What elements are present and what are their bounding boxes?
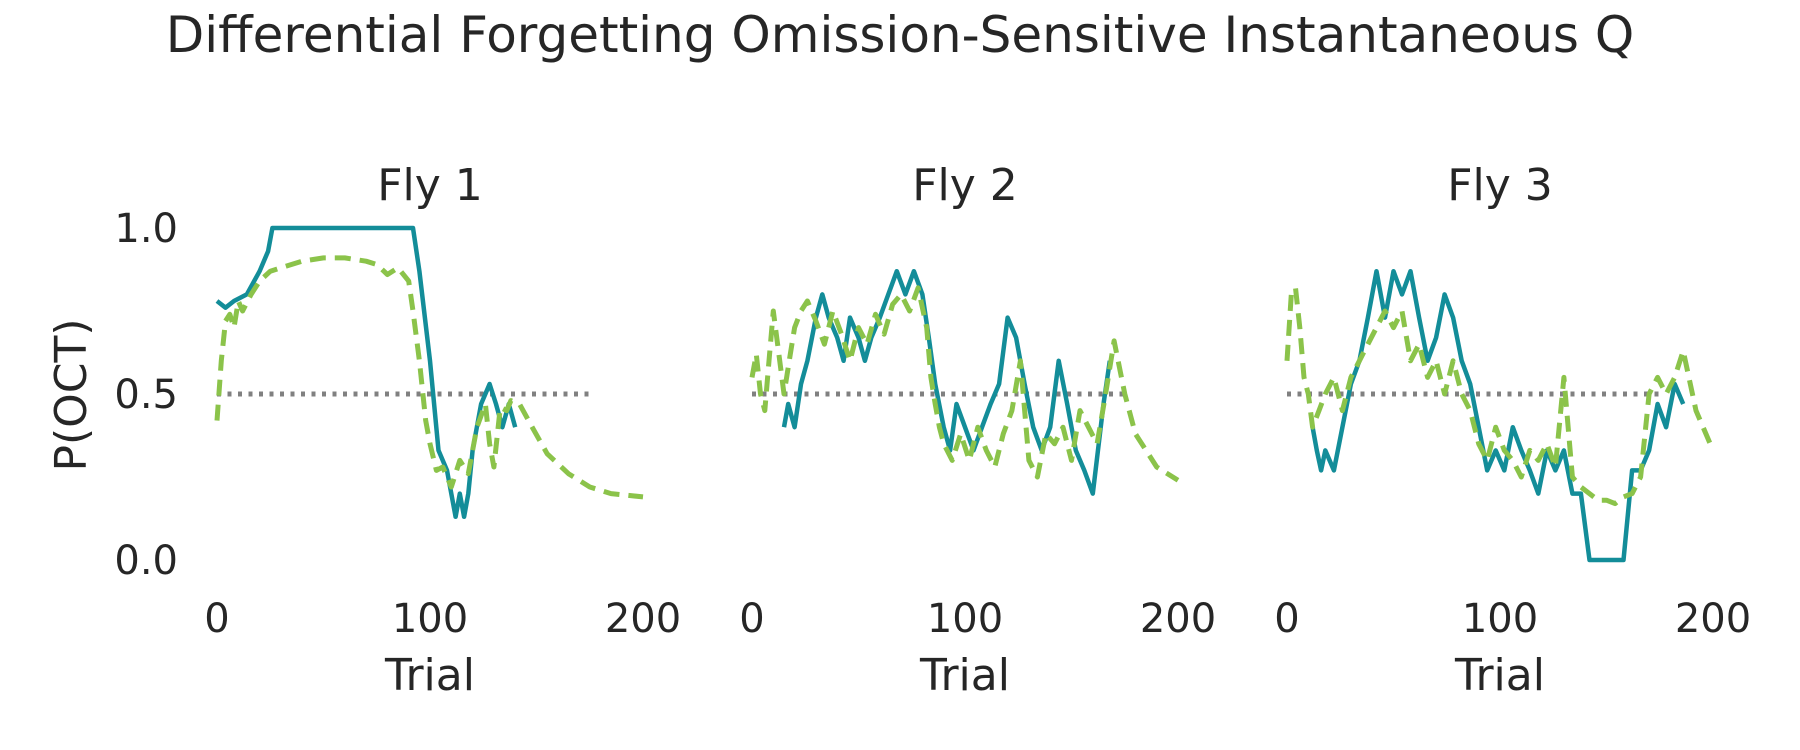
- model-prediction-line: [214, 255, 644, 500]
- subplot-title: Fly 1: [377, 160, 483, 211]
- subplot-title: Fly 3: [1447, 160, 1553, 211]
- x-tick-label: 100: [927, 596, 1003, 642]
- subplot-2: Fly 2 0 100 200 Trial: [739, 160, 1216, 701]
- y-tick-label: 0.5: [114, 372, 178, 418]
- x-tick-label: 200: [1140, 596, 1216, 642]
- x-tick-label: 200: [605, 596, 681, 642]
- x-tick-label: 100: [1462, 596, 1538, 642]
- subplot-1: Fly 1 0 100 200 Trial 0.0 0.5 1.0: [114, 160, 681, 701]
- subplot-panels: Fly 1 0 100 200 Trial 0.0 0.5 1.0 Fly 2 0 100 200 Tr…: [114, 160, 1751, 701]
- observed-choice-line: [1310, 268, 1686, 563]
- y-tick-label: 0.0: [114, 538, 178, 584]
- model-prediction-line: [1284, 285, 1716, 507]
- y-tick-label: 1.0: [114, 206, 178, 252]
- x-tick-label: 0: [1274, 596, 1299, 642]
- x-axis-label: Trial: [384, 650, 475, 701]
- observed-choice-line: [781, 268, 1113, 496]
- x-tick-label: 0: [739, 596, 764, 642]
- x-tick-label: 100: [392, 596, 468, 642]
- y-axis-label: P(OCT): [46, 318, 97, 471]
- x-tick-label: 200: [1675, 596, 1751, 642]
- figure-title: Differential Forgetting Omission-Sensiti…: [166, 6, 1634, 64]
- x-axis-label: Trial: [919, 650, 1010, 701]
- model-prediction-line: [749, 285, 1180, 483]
- subplot-title: Fly 2: [912, 160, 1018, 211]
- x-axis-label: Trial: [1454, 650, 1545, 701]
- x-tick-label: 0: [204, 596, 229, 642]
- subplot-3: Fly 3 0 100 200 Trial: [1274, 160, 1751, 701]
